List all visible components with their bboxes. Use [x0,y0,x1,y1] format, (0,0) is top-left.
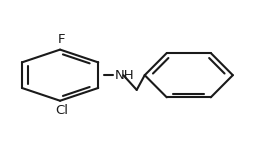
Text: Cl: Cl [55,104,68,117]
Text: F: F [58,33,65,46]
Text: NH: NH [115,69,135,82]
